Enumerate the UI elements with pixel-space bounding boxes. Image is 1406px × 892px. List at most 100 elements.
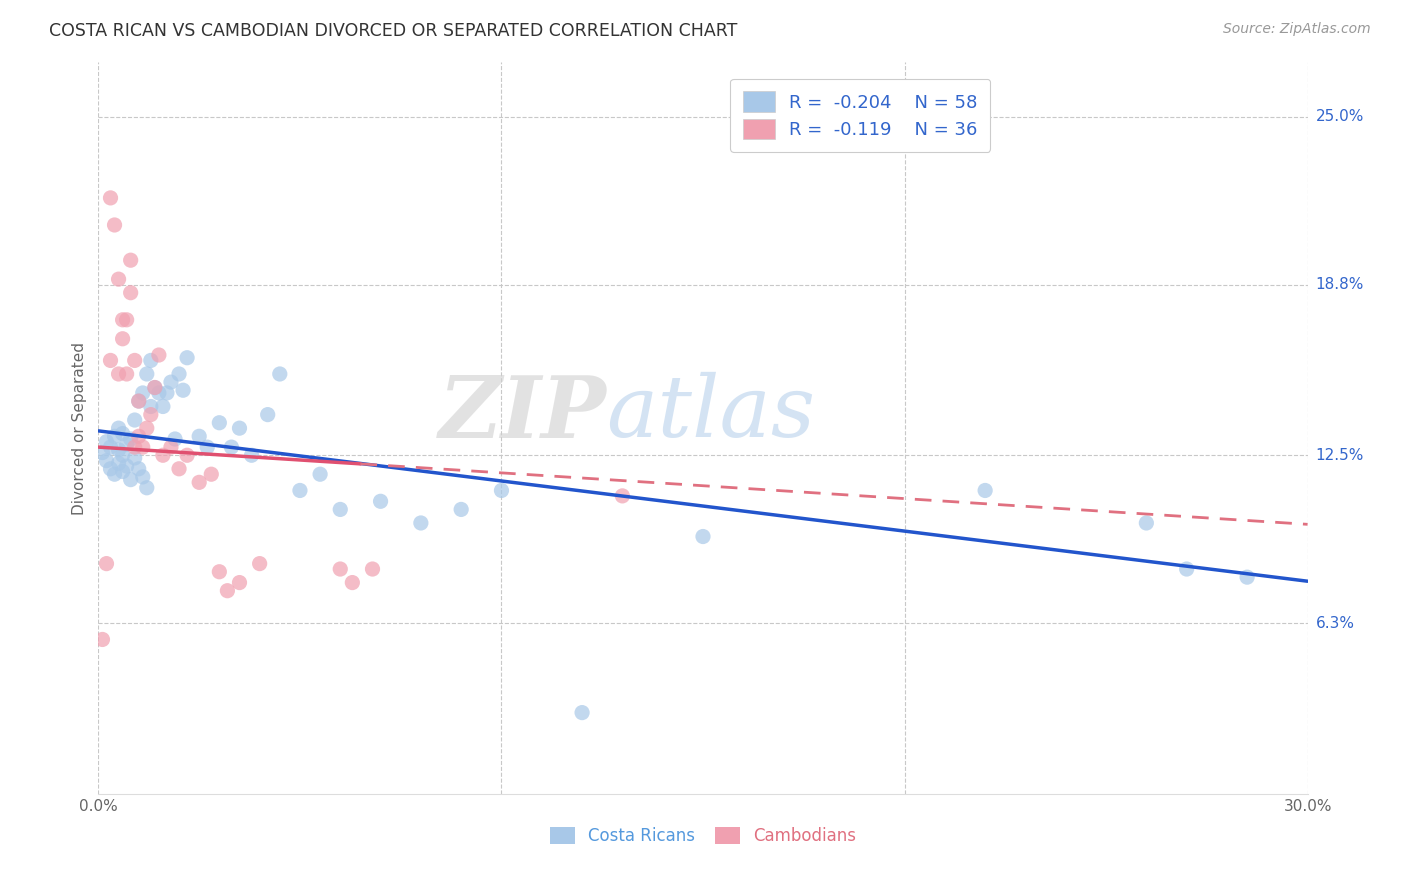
Point: [103, 218, 125, 232]
Point: [491, 483, 513, 498]
Point: [107, 456, 129, 470]
Point: [1175, 562, 1198, 576]
Point: [163, 432, 186, 446]
Point: [103, 429, 125, 443]
Point: [124, 413, 146, 427]
Point: [139, 400, 162, 414]
Point: [188, 429, 211, 443]
Point: [139, 408, 162, 422]
Point: [120, 253, 142, 268]
Point: [228, 421, 250, 435]
Point: [217, 583, 239, 598]
Point: [124, 353, 146, 368]
Point: [143, 380, 166, 394]
Point: [329, 502, 352, 516]
Point: [107, 442, 129, 457]
Point: [120, 432, 142, 446]
Point: [160, 440, 183, 454]
Point: [139, 353, 162, 368]
Legend: Costa Ricans, Cambodians: Costa Ricans, Cambodians: [543, 820, 863, 851]
Point: [172, 383, 194, 397]
Point: [309, 467, 332, 482]
Point: [96, 434, 118, 449]
Point: [240, 448, 263, 462]
Point: [120, 285, 142, 300]
Point: [148, 386, 170, 401]
Point: [100, 191, 122, 205]
Point: [612, 489, 634, 503]
Point: [160, 375, 183, 389]
Point: [100, 353, 122, 368]
Point: [342, 575, 364, 590]
Point: [96, 453, 118, 467]
Point: [135, 421, 157, 435]
Point: [111, 426, 134, 441]
Point: [107, 421, 129, 435]
Point: [100, 440, 122, 454]
Point: [115, 437, 138, 451]
Point: [361, 562, 384, 576]
Point: [853, 110, 876, 124]
Text: 6.3%: 6.3%: [1316, 615, 1354, 631]
Point: [132, 470, 155, 484]
Text: 18.8%: 18.8%: [1316, 277, 1364, 292]
Point: [176, 351, 198, 365]
Point: [124, 440, 146, 454]
Y-axis label: Divorced or Separated: Divorced or Separated: [72, 342, 87, 515]
Point: [974, 483, 997, 498]
Point: [91, 445, 114, 459]
Point: [208, 416, 231, 430]
Point: [115, 313, 138, 327]
Point: [132, 440, 155, 454]
Text: COSTA RICAN VS CAMBODIAN DIVORCED OR SEPARATED CORRELATION CHART: COSTA RICAN VS CAMBODIAN DIVORCED OR SEP…: [49, 22, 738, 40]
Point: [571, 706, 593, 720]
Point: [107, 272, 129, 286]
Point: [167, 462, 190, 476]
Point: [329, 562, 352, 576]
Point: [176, 448, 198, 462]
Point: [1135, 516, 1157, 530]
Point: [111, 332, 134, 346]
Point: [269, 367, 291, 381]
Point: [115, 367, 138, 381]
Point: [195, 440, 218, 454]
Point: [115, 459, 138, 474]
Point: [256, 408, 278, 422]
Point: [128, 462, 150, 476]
Point: [167, 367, 190, 381]
Point: [91, 632, 114, 647]
Point: [100, 462, 122, 476]
Text: 25.0%: 25.0%: [1316, 109, 1364, 124]
Point: [152, 448, 174, 462]
Point: [96, 557, 118, 571]
Point: [409, 516, 432, 530]
Point: [208, 565, 231, 579]
Point: [128, 394, 150, 409]
Point: [1236, 570, 1258, 584]
Point: [128, 429, 150, 443]
Point: [148, 348, 170, 362]
Point: [692, 529, 714, 543]
Point: [103, 467, 125, 482]
Point: [156, 386, 179, 401]
Text: ZIP: ZIP: [439, 372, 606, 455]
Point: [370, 494, 392, 508]
Point: [200, 467, 222, 482]
Text: Source: ZipAtlas.com: Source: ZipAtlas.com: [1223, 22, 1371, 37]
Point: [288, 483, 311, 498]
Point: [111, 448, 134, 462]
Point: [143, 380, 166, 394]
Text: atlas: atlas: [606, 372, 815, 455]
Point: [120, 473, 142, 487]
Text: 12.5%: 12.5%: [1316, 448, 1364, 463]
Point: [132, 386, 155, 401]
Point: [111, 465, 134, 479]
Point: [107, 367, 129, 381]
Point: [128, 394, 150, 409]
Point: [228, 575, 250, 590]
Point: [450, 502, 472, 516]
Point: [152, 400, 174, 414]
Point: [135, 481, 157, 495]
Point: [124, 450, 146, 465]
Point: [135, 367, 157, 381]
